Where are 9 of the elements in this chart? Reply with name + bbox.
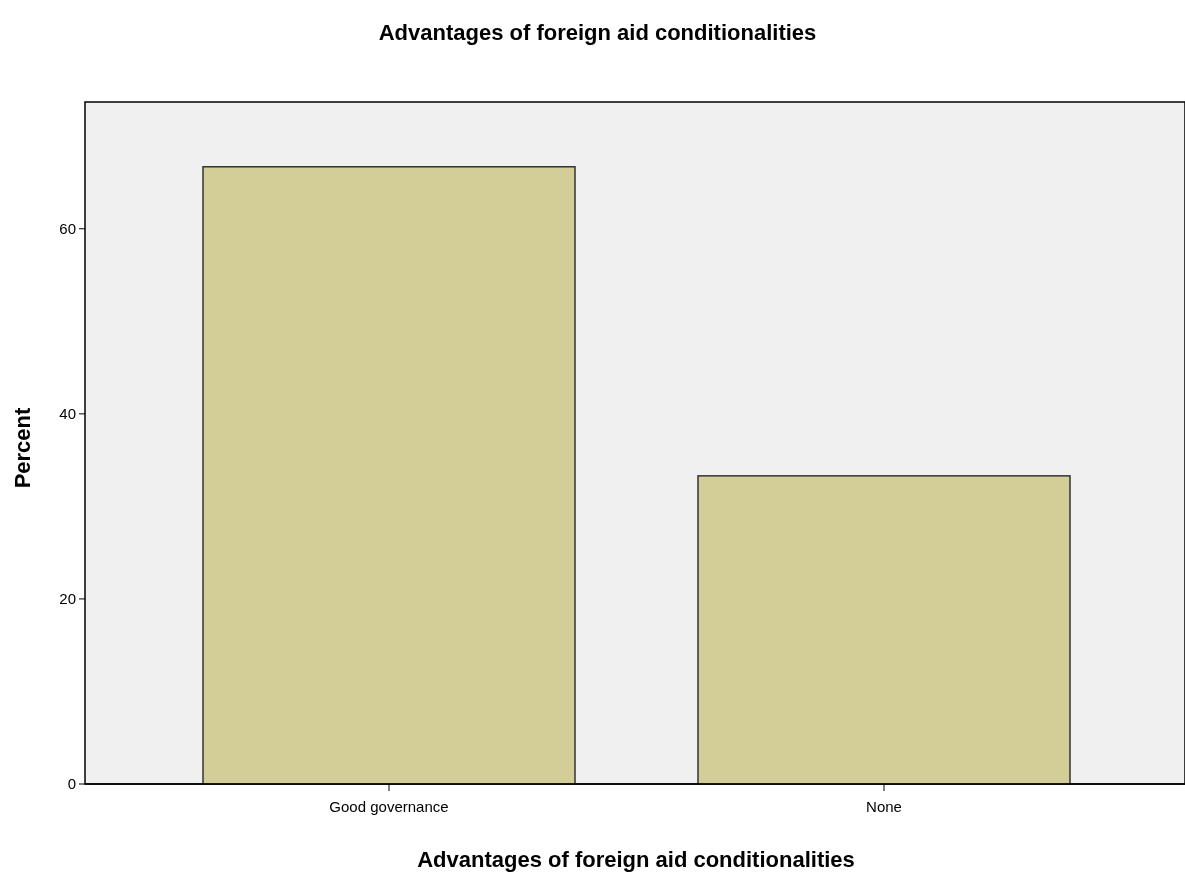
chart-title: Advantages of foreign aid conditionalities [378,20,817,45]
y-tick-label: 20 [59,590,76,608]
x-axis-title: Advantages of foreign aid conditionalities [417,847,855,872]
x-tick-label: Good governance [329,798,449,815]
y-tick-label: 0 [67,775,76,793]
y-tick-label: 60 [59,220,76,238]
y-tick-label: 40 [59,405,76,423]
x-tick-label: None [866,798,902,815]
y-axis-title: Percent [10,406,35,489]
